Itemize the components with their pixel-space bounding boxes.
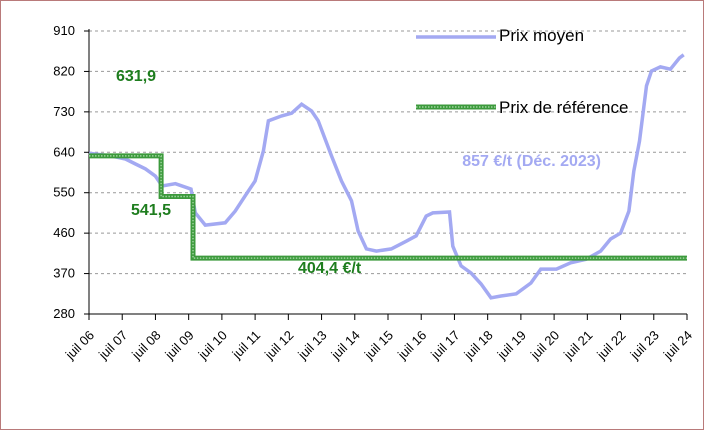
x-tick-label: juil 24 <box>660 328 695 363</box>
x-tick-label: juil 06 <box>62 328 97 363</box>
x-tick-label: juil 17 <box>427 328 462 363</box>
y-tick-label: 460 <box>53 225 75 240</box>
y-tick-label: 550 <box>53 185 75 200</box>
y-tick-label: 280 <box>53 306 75 321</box>
x-tick-label: juil 22 <box>593 328 628 363</box>
x-tick-label: juil 14 <box>328 328 363 363</box>
x-tick-label: juil 15 <box>361 328 396 363</box>
y-tick-label: 910 <box>53 23 75 38</box>
x-tick-label: juil 10 <box>195 328 230 363</box>
x-tick-label: juil 20 <box>527 328 562 363</box>
annotation: 631,9 <box>116 68 156 85</box>
x-tick-label: juil 08 <box>128 328 163 363</box>
x-tick-label: juil 16 <box>394 328 429 363</box>
x-tick-label: juil 09 <box>161 328 196 363</box>
annotation: 857 €/t (Déc. 2023) <box>462 153 601 170</box>
y-tick-label: 370 <box>53 266 75 281</box>
y-tick-label: 730 <box>53 104 75 119</box>
annotation: 404,4 €/t <box>298 260 362 277</box>
series-line <box>89 153 687 261</box>
y-tick-label: 820 <box>53 63 75 78</box>
series-line-pattern <box>89 155 687 259</box>
x-tick-label: juil 13 <box>294 328 329 363</box>
y-tick-label: 640 <box>53 144 75 159</box>
x-tick-label: juil 21 <box>560 328 595 363</box>
x-tick-label: juil 18 <box>460 328 495 363</box>
x-tick-label: juil 07 <box>95 328 130 363</box>
annotation: 541,5 <box>131 202 171 219</box>
series-line <box>88 53 685 300</box>
x-tick-label: juil 23 <box>627 328 662 363</box>
x-tick-label: juil 11 <box>229 328 264 363</box>
x-tick-label: juil 12 <box>261 328 296 363</box>
x-tick-label: juil 19 <box>494 328 529 363</box>
legend-label: Prix moyen <box>499 26 585 45</box>
legend-label: Prix de référence <box>499 98 629 117</box>
